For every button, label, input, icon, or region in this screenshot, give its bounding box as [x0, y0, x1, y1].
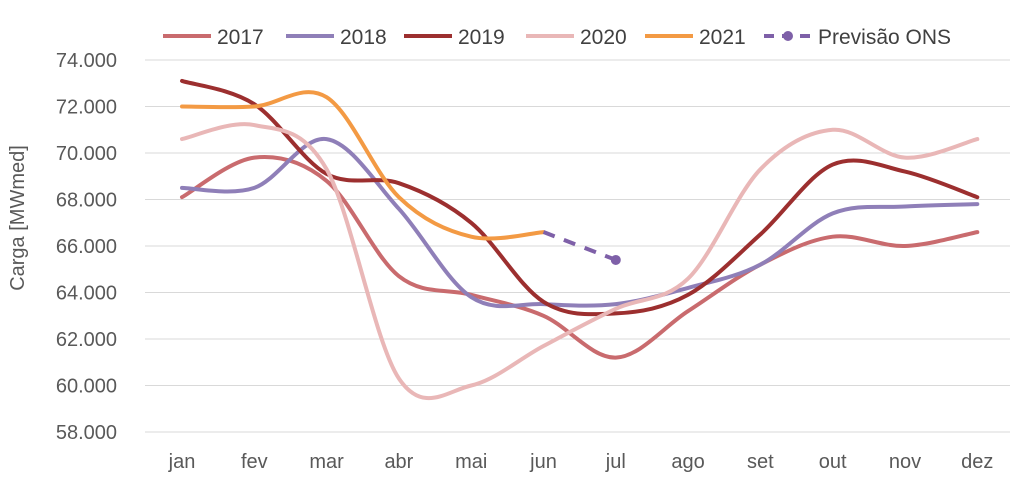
x-tick-label: ago	[671, 451, 704, 473]
x-tick-label: jun	[529, 451, 557, 473]
y-tick-label: 62.000	[56, 329, 117, 351]
legend-item-2020: 2020	[526, 26, 627, 49]
legend-marker	[783, 31, 793, 41]
x-tick-label: jul	[605, 451, 626, 473]
y-tick-label: 60.000	[56, 376, 117, 398]
x-tick-label: set	[747, 451, 774, 473]
legend-item-2017: 2017	[163, 26, 264, 49]
x-tick-label: mai	[455, 451, 487, 473]
y-tick-label: 64.000	[56, 283, 117, 305]
gridlines	[145, 59, 1010, 433]
y-axis-title: Carga [MWmed]	[7, 145, 29, 291]
legend-item-2018: 2018	[286, 26, 387, 49]
y-axis-ticks: 58.000 60.000 62.000 64.000 66.000 68.000 70.0…	[56, 50, 117, 444]
x-tick-label: fev	[241, 451, 268, 473]
legend-label: Previsão ONS	[818, 26, 951, 49]
series-line-2018	[180, 137, 980, 309]
legend-label: 2020	[580, 26, 627, 49]
legend-label: 2017	[217, 26, 264, 49]
legend-item-2019: 2019	[404, 26, 505, 49]
series-line-2020	[180, 122, 980, 400]
legend-item-previs-o-ons: Previsão ONS	[764, 26, 951, 49]
x-tick-label: dez	[961, 451, 993, 473]
series-lines	[180, 78, 980, 400]
x-tick-label: jan	[168, 451, 196, 473]
y-tick-label: 68.000	[56, 190, 117, 212]
legend-label: 2019	[458, 26, 505, 49]
series-line-2017	[180, 155, 980, 360]
y-tick-label: 66.000	[56, 236, 117, 258]
x-axis-ticks: jan fev mar abr mai jun jul ago set out nov dez	[168, 451, 994, 473]
y-tick-label: 70.000	[56, 143, 117, 165]
x-tick-label: abr	[384, 451, 413, 473]
legend: 2017 2018 2019 2020 2021 Previsão ONS	[163, 26, 951, 49]
series-point-previs-o-ons	[610, 254, 621, 265]
y-tick-label: 58.000	[56, 422, 117, 444]
x-tick-label: nov	[889, 451, 921, 473]
legend-label: 2018	[340, 26, 387, 49]
x-tick-label: out	[819, 451, 847, 473]
x-tick-label: mar	[309, 451, 344, 473]
legend-item-2021: 2021	[645, 26, 746, 49]
y-tick-label: 72.000	[56, 97, 117, 119]
legend-label: 2021	[699, 26, 746, 49]
y-tick-label: 74.000	[56, 50, 117, 72]
series-line-2021	[180, 90, 546, 241]
series-line-2019	[180, 78, 980, 317]
